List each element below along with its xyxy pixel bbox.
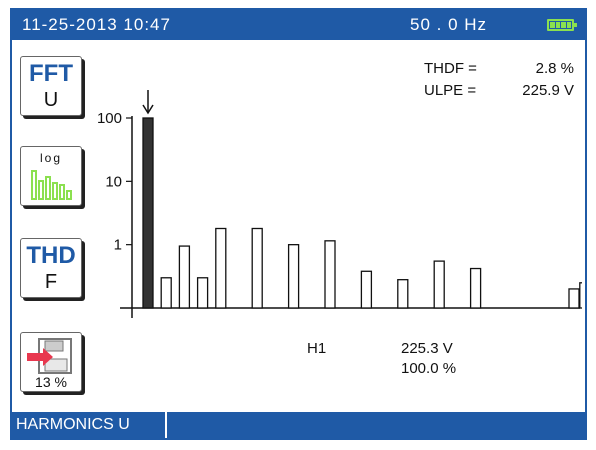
thdf-value: 2.8 %: [535, 60, 574, 77]
harmonic-bar: [579, 282, 582, 309]
thdf-row: THDF = 2.8 %: [424, 60, 574, 82]
harmonics-chart: 100 10 1: [97, 90, 582, 318]
ulpe-value: 225.9 V: [522, 82, 574, 99]
harmonic-bar: [287, 244, 300, 309]
battery-cell: [566, 22, 571, 28]
harmonic-bar: [324, 240, 336, 309]
harmonic-bar: [160, 277, 172, 309]
battery-icon: [547, 19, 577, 31]
log-label: log: [39, 151, 62, 165]
memory-used-percent: 13 %: [35, 374, 67, 390]
measurements-panel: THDF = 2.8 % ULPE = 225.9 V: [424, 60, 574, 104]
y-tick-label: 100: [97, 110, 122, 127]
harmonic-bar: [196, 277, 209, 309]
harmonic-bar: [433, 260, 445, 309]
selected-harmonic-percent: 100.0 %: [401, 360, 457, 377]
mode-label: HARMONICS U: [16, 416, 130, 433]
status-divider: [165, 412, 167, 438]
cursor-arrow-icon: [142, 104, 154, 115]
harmonic-bar: [469, 267, 482, 309]
log-scale-button[interactable]: log: [20, 146, 82, 206]
fft-sub-label: U: [43, 89, 59, 111]
harmonic-bar: [397, 279, 409, 309]
harmonic-bar: [215, 227, 227, 309]
battery-cell: [555, 22, 560, 28]
thd-f-button[interactable]: THD F: [20, 238, 82, 298]
datetime: 11-25-2013 10:47: [22, 15, 171, 34]
y-tick-label: 10: [105, 173, 122, 190]
y-tick-label: 1: [114, 237, 122, 254]
bar-graph-icon: [31, 170, 72, 200]
fft-u-button[interactable]: FFT U: [20, 56, 82, 116]
meter-screen: 11-25-2013 10:47 50 . 0 Hz FFT U log THD…: [10, 8, 587, 440]
selected-harmonic-voltage: 225.3 V: [401, 340, 453, 357]
bottom-status-bar: HARMONICS U: [12, 412, 585, 438]
harmonic-bar: [178, 245, 191, 309]
harmonic-bar: [251, 227, 263, 309]
thd-sub-label: F: [44, 271, 58, 293]
top-status-bar: 11-25-2013 10:47 50 . 0 Hz: [12, 10, 585, 40]
battery-cell: [561, 22, 566, 28]
floppy-disk-icon: [27, 338, 72, 374]
frequency-readout: 50 . 0 Hz: [410, 15, 488, 34]
thdf-label: THDF =: [424, 60, 477, 77]
harmonic-bar: [142, 117, 154, 309]
ulpe-label: ULPE =: [424, 82, 477, 99]
save-button[interactable]: 13 %: [20, 332, 82, 392]
thd-label: THD: [26, 242, 76, 269]
fft-label: FFT: [29, 60, 73, 87]
harmonic-bar: [360, 270, 373, 309]
battery-cell: [550, 22, 555, 28]
ulpe-row: ULPE = 225.9 V: [424, 82, 574, 104]
harmonic-bar: [568, 288, 580, 309]
selected-harmonic-label: H1: [307, 340, 327, 357]
